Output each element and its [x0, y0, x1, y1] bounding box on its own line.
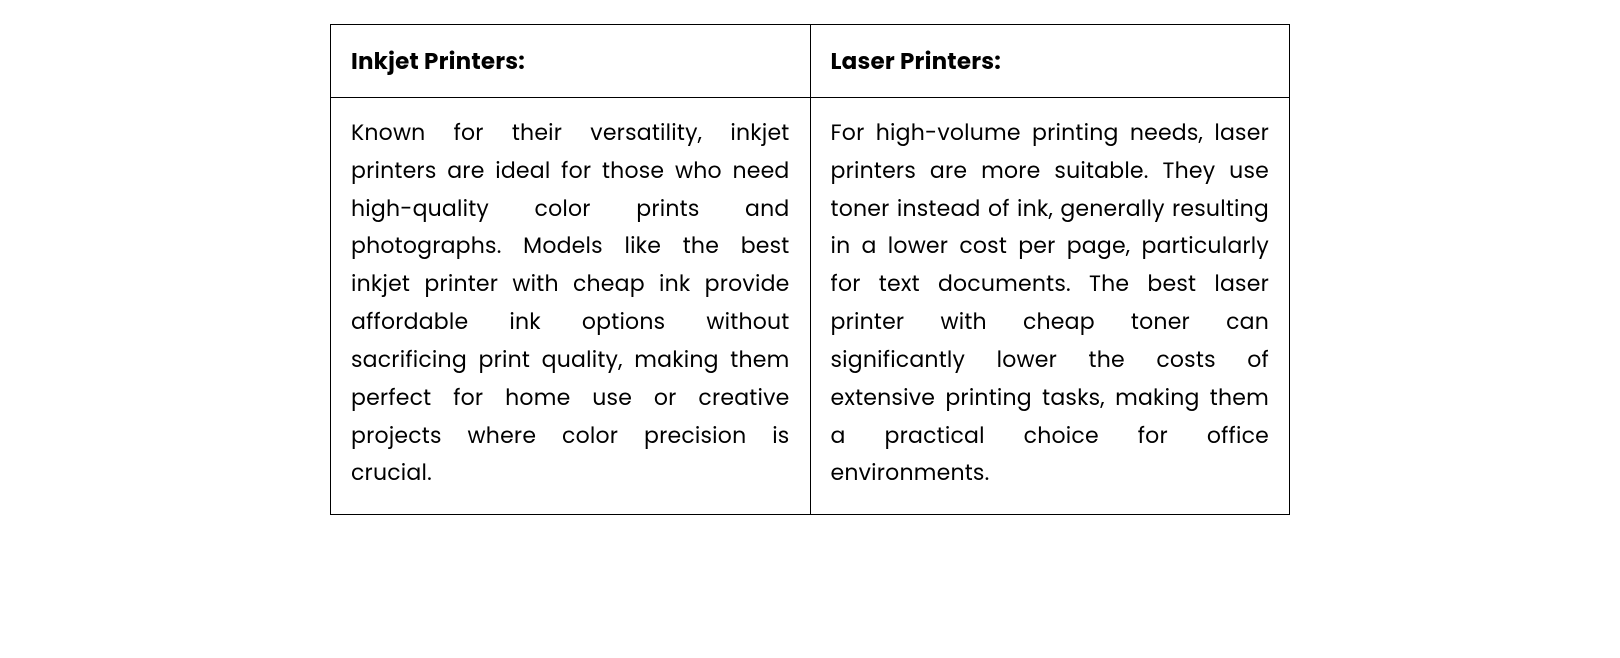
- table-row: Known for their versatility, inkjet prin…: [331, 98, 1290, 515]
- cell-inkjet-description: Known for their versatility, inkjet prin…: [331, 98, 811, 515]
- cell-laser-description: For high-volume printing needs, laser pr…: [810, 98, 1290, 515]
- column-header-laser: Laser Printers:: [810, 25, 1290, 98]
- printer-comparison-table: Inkjet Printers: Laser Printers: Known f…: [330, 24, 1290, 515]
- table-header-row: Inkjet Printers: Laser Printers:: [331, 25, 1290, 98]
- column-header-inkjet: Inkjet Printers:: [331, 25, 811, 98]
